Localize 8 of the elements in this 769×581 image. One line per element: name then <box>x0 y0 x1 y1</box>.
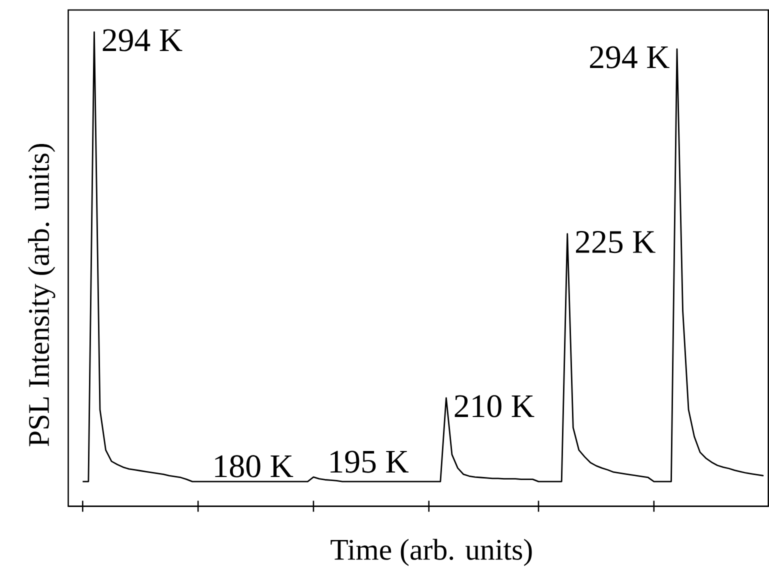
annotation: 294 K <box>590 46 670 69</box>
annotation: 225 K <box>576 231 656 254</box>
annotation: 180 K <box>215 455 294 478</box>
annotation: 210 K <box>454 395 534 418</box>
annotation: 195 K <box>330 451 409 474</box>
annotation: 294 K <box>102 29 182 52</box>
x-axis-title: Time (arb. units) <box>330 539 532 566</box>
y-axis-title: PSL Intensity (arb. units) <box>28 144 56 446</box>
